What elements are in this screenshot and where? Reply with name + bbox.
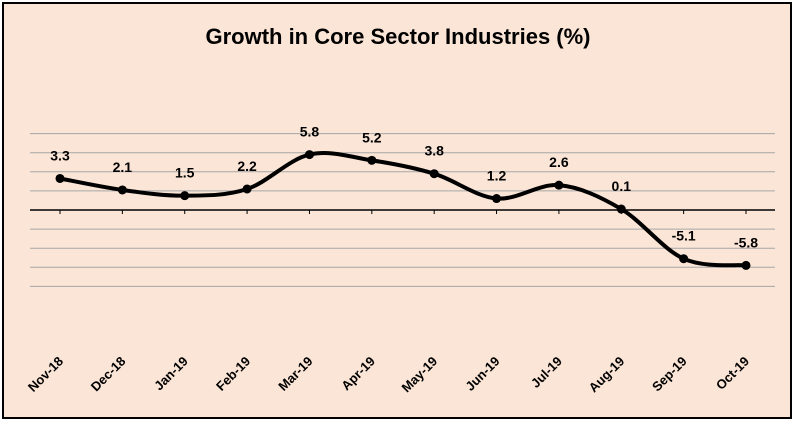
- data-point: [429, 169, 439, 179]
- data-point: [492, 194, 502, 204]
- x-tick-label: Sep-19: [649, 354, 690, 395]
- data-point: [180, 191, 190, 201]
- data-point: [367, 155, 377, 165]
- data-label: 2.6: [549, 154, 569, 170]
- x-axis: [30, 209, 775, 214]
- data-label: 2.1: [113, 159, 133, 175]
- data-point: [304, 150, 314, 160]
- x-tick-labels: Nov-18 Dec-18 Jan-19 Feb-19 Mar-19 Apr-19 May-…: [25, 354, 752, 396]
- x-tick-label: Feb-19: [213, 354, 253, 394]
- x-tick-label: Nov-18: [25, 354, 66, 395]
- data-label: 3.3: [50, 147, 70, 163]
- data-point: [117, 185, 127, 195]
- x-tick-label: Aug-19: [586, 354, 628, 396]
- x-tick-label: May-19: [399, 354, 441, 396]
- data-label: 2.2: [237, 158, 257, 174]
- x-tick-label: Jun-19: [462, 354, 502, 394]
- data-labels: 3.3 2.1 1.5 2.2 5.8 5.2 3.8 1.2 2.6 0.1 -5.1 -5.8: [50, 124, 758, 251]
- x-tick-label: Apr-19: [338, 354, 378, 394]
- data-label: -5.1: [672, 228, 696, 244]
- data-point: [55, 173, 65, 183]
- data-label: 5.2: [362, 129, 382, 145]
- data-label: 3.8: [424, 143, 444, 159]
- data-point: [554, 180, 564, 190]
- data-label: -5.8: [734, 234, 758, 250]
- data-points: [55, 150, 751, 270]
- data-point: [242, 184, 252, 194]
- data-point: [679, 254, 689, 264]
- x-tick-label: Jan-19: [151, 354, 191, 394]
- data-label: 5.8: [300, 124, 320, 140]
- x-tick-label: Mar-19: [275, 354, 315, 394]
- x-tick-label: Dec-18: [88, 354, 129, 395]
- data-point: [616, 204, 626, 214]
- data-label: 1.5: [175, 165, 195, 181]
- chart-title: Growth in Core Sector Industries (%): [205, 24, 590, 49]
- data-point: [741, 260, 751, 270]
- data-label: 0.1: [612, 178, 632, 194]
- gridlines: [30, 133, 775, 287]
- x-tick-label: Oct-19: [713, 354, 752, 393]
- data-label: 1.2: [487, 168, 507, 184]
- x-tick-label: Jul-19: [528, 354, 565, 391]
